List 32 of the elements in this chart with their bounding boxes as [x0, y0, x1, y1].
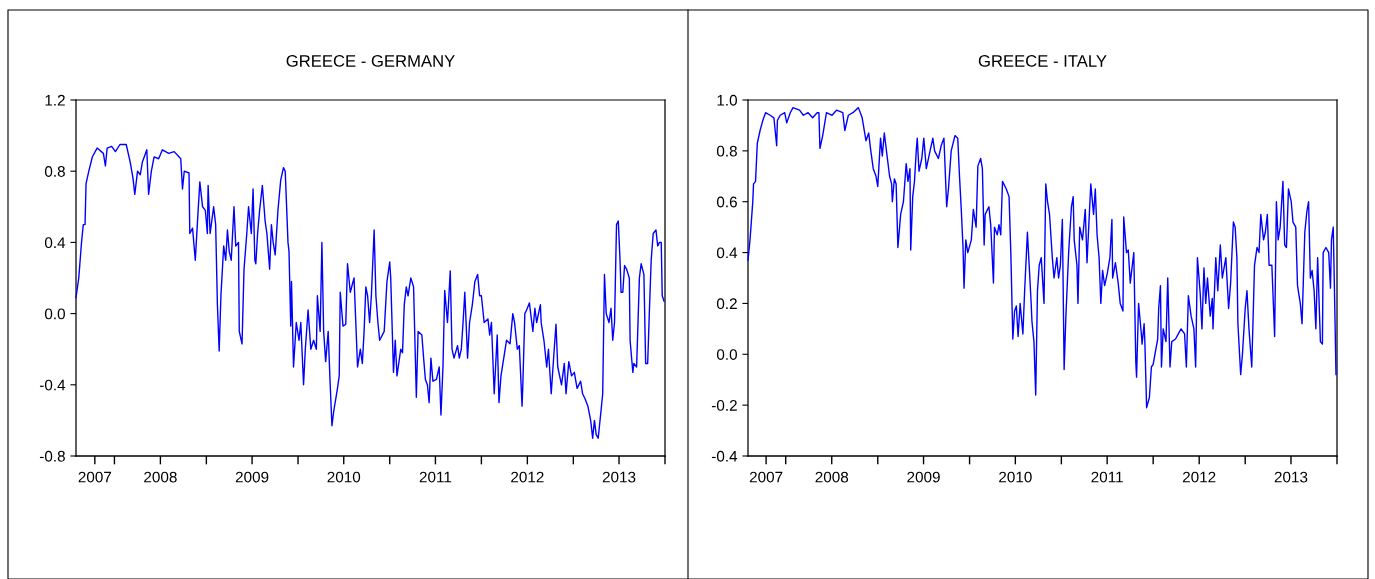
y-tick-label: 1.0 — [717, 94, 737, 106]
y-tick-label: 0.4 — [44, 237, 66, 249]
chart-title: GREECE - GERMANY — [286, 55, 455, 67]
line-series — [75, 143, 665, 439]
x-tick-label: 2007 — [78, 471, 112, 483]
y-tick-label: 0.6 — [716, 196, 737, 208]
x-tick-label: 2007 — [749, 471, 783, 483]
y-tick-label: 0.4 — [716, 247, 738, 259]
line-series — [747, 106, 1337, 409]
x-tick-label: 2010 — [999, 471, 1032, 483]
x-tick-label: 2008 — [144, 471, 177, 483]
y-tick-label: 0.2 — [716, 298, 737, 310]
y-tick-label: -0.2 — [711, 400, 737, 411]
y-tick-label: -0.8 — [39, 450, 65, 462]
x-tick-label: 2009 — [907, 471, 940, 483]
x-tick-label: 2013 — [602, 471, 636, 483]
y-tick-label: 0.0 — [44, 308, 65, 320]
x-tick-label: 2011 — [1091, 471, 1123, 483]
x-tick-label: 2012 — [511, 471, 544, 483]
y-tick-label: 0.8 — [44, 166, 65, 177]
y-tick-label: 1.2 — [45, 94, 65, 106]
y-tick-label: 0.8 — [716, 145, 737, 157]
x-tick-label: 2012 — [1182, 471, 1216, 483]
x-tick-label: 2009 — [235, 471, 269, 483]
y-tick-label: -0.4 — [711, 450, 738, 462]
x-tick-label: 2010 — [327, 471, 361, 483]
x-tick-label: 2011 — [419, 471, 452, 483]
chart-title: GREECE - ITALY — [978, 55, 1107, 67]
y-tick-label: -0.4 — [39, 379, 66, 391]
x-tick-label: 2008 — [815, 471, 849, 483]
x-tick-label: 2013 — [1274, 471, 1308, 483]
y-tick-label: 0.0 — [716, 349, 737, 360]
